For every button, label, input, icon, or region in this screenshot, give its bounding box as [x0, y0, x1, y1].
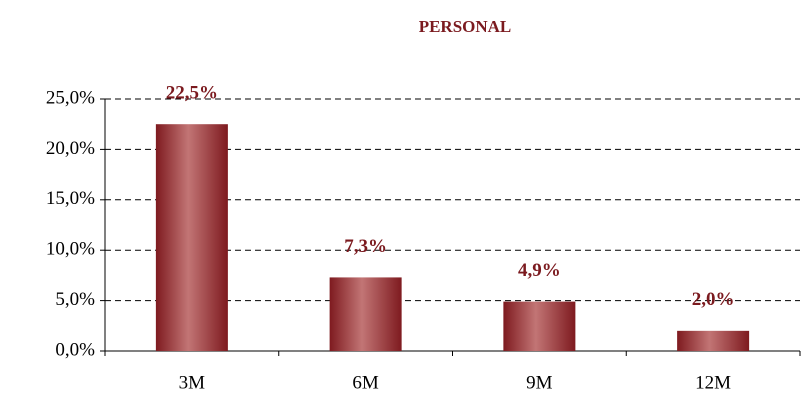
data-label: 7,3% — [344, 236, 387, 257]
y-tick-label: 20,0% — [46, 138, 95, 159]
chart-title: PERSONAL — [419, 17, 512, 36]
y-tick-label: 5,0% — [55, 289, 95, 310]
data-label: 2,0% — [692, 289, 735, 310]
x-tick-label: 9M — [526, 372, 553, 393]
x-tick-label: 12M — [695, 372, 731, 393]
x-tick-label: 3M — [179, 372, 206, 393]
bar — [329, 277, 402, 351]
y-tick-label: 15,0% — [46, 188, 95, 209]
bar — [503, 301, 576, 351]
x-tick-label: 6M — [352, 372, 379, 393]
y-tick-label: 0,0% — [55, 339, 95, 360]
y-tick-label: 10,0% — [46, 239, 95, 260]
data-label: 22,5% — [166, 83, 218, 104]
bar — [155, 124, 228, 351]
y-tick-label: 25,0% — [46, 87, 95, 108]
data-label: 4,9% — [518, 260, 561, 281]
bar — [677, 330, 750, 351]
